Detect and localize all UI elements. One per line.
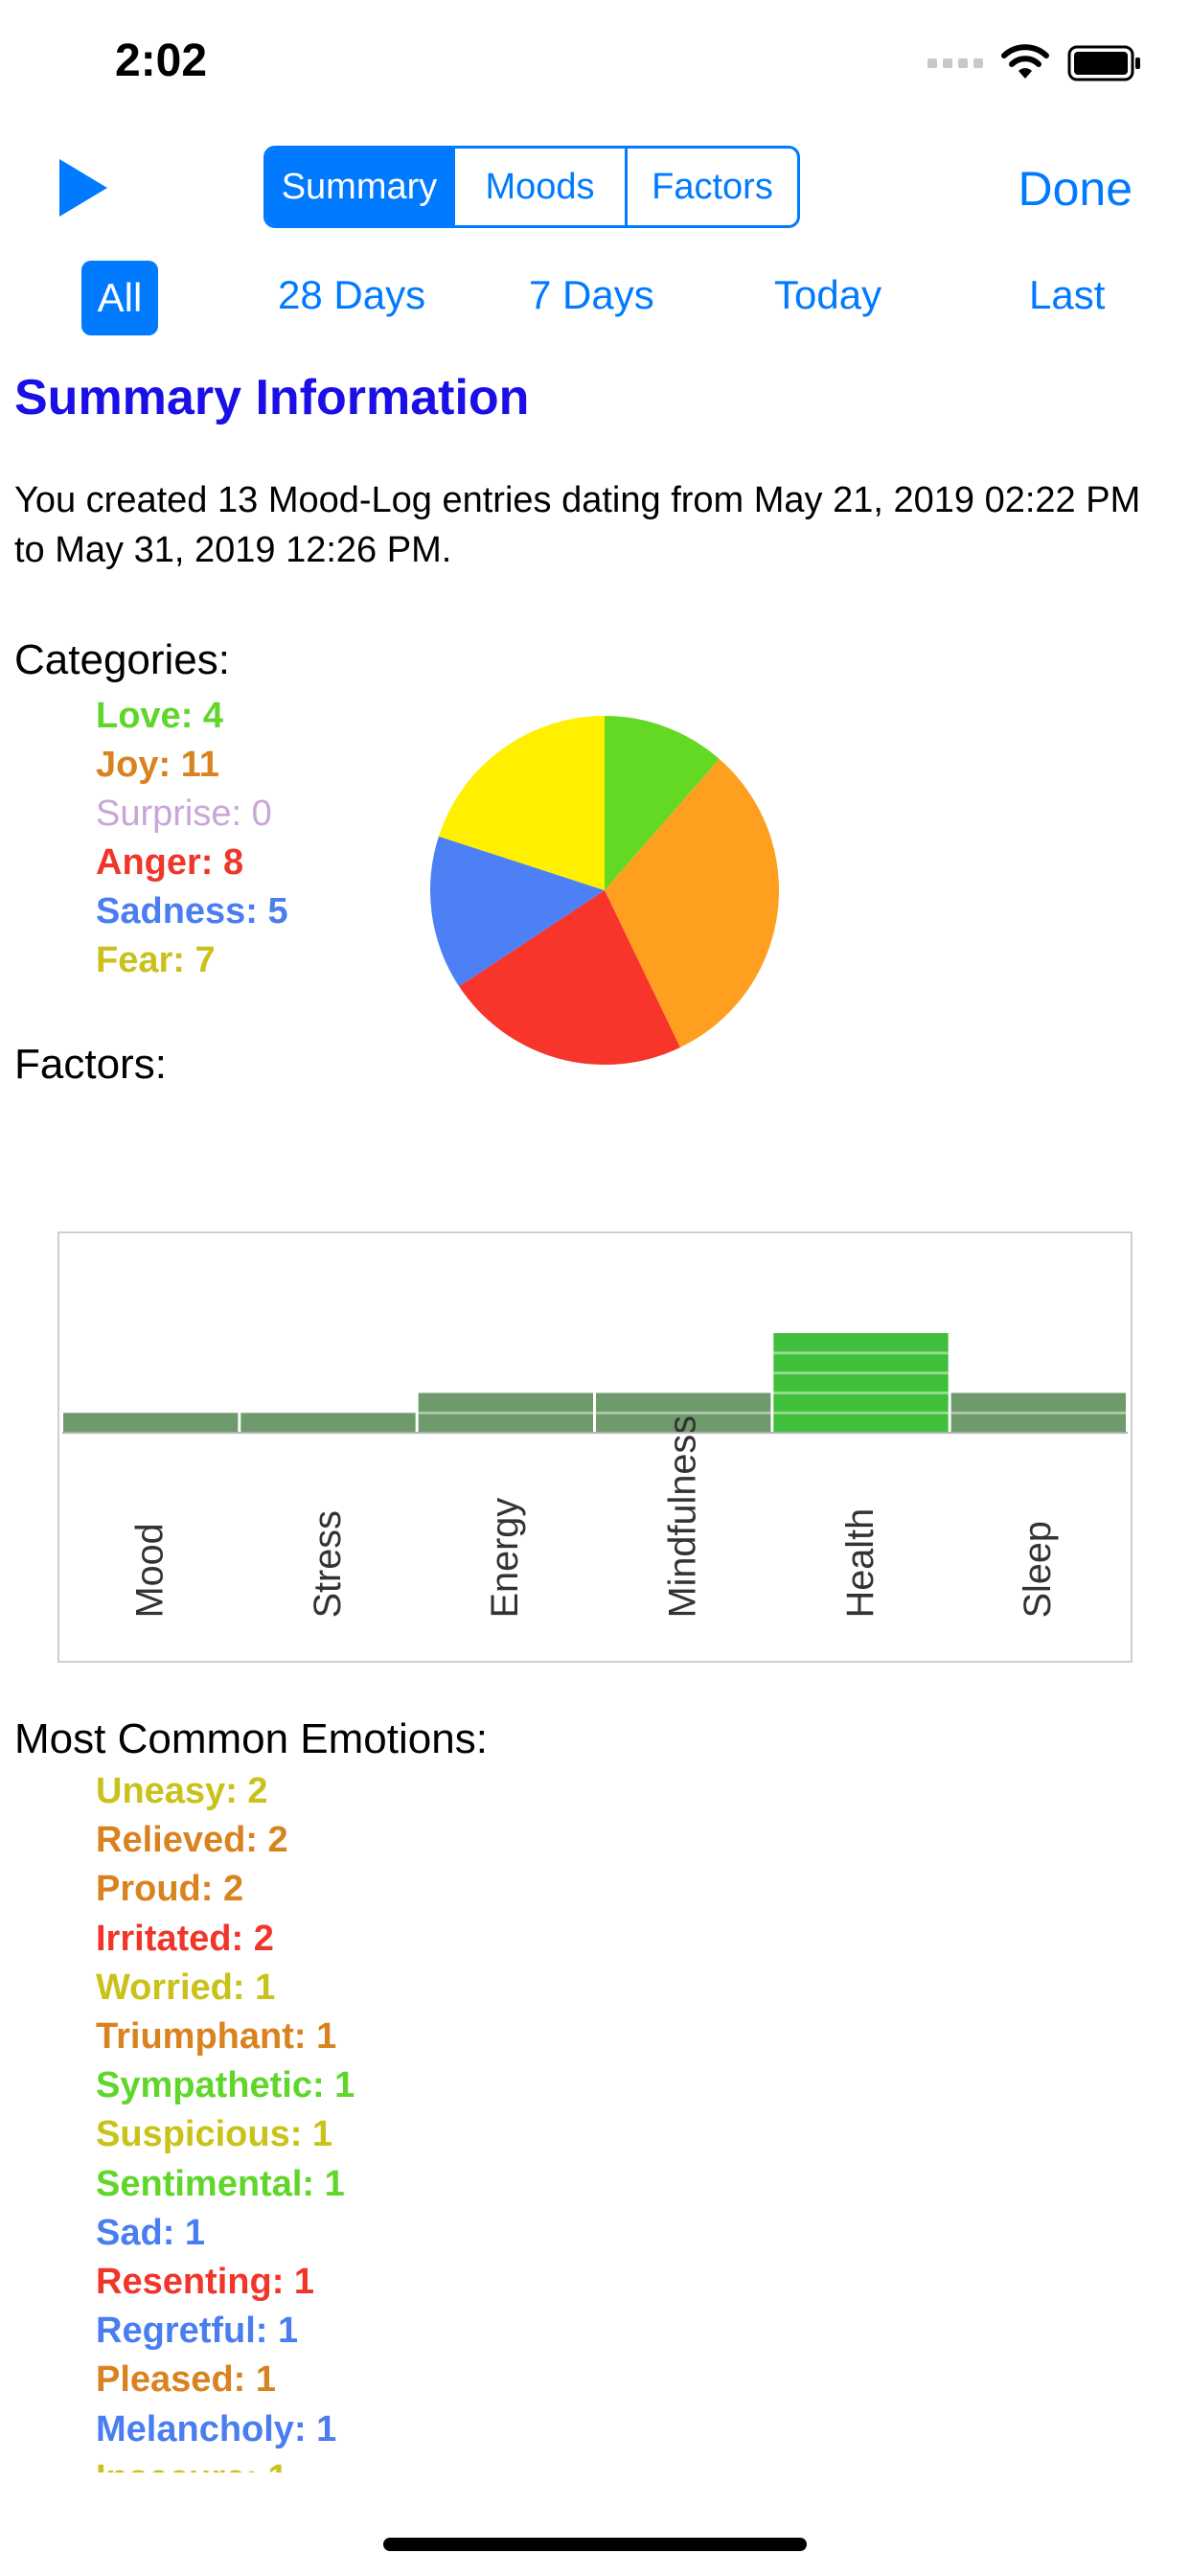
categories-pie-chart xyxy=(430,716,779,1065)
factor-axis-label: Energy xyxy=(484,1498,526,1619)
category-item: Anger: 8 xyxy=(96,842,244,883)
emotion-item: Resenting: 1 xyxy=(96,2262,315,2303)
emotions-label: Most Common Emotions: xyxy=(14,1715,488,1762)
emotion-item: Melancholy: 1 xyxy=(96,2408,337,2450)
factor-axis-label: Sleep xyxy=(1017,1521,1059,1618)
play-icon[interactable] xyxy=(59,159,107,217)
summary-heading: Summary Information xyxy=(14,370,530,426)
factor-bar-mindfulness xyxy=(595,1392,771,1434)
category-item: Sadness: 5 xyxy=(96,891,288,932)
range-7-days-button[interactable]: 7 Days xyxy=(529,272,654,317)
emotion-item: Irritated: 2 xyxy=(96,1918,274,1959)
categories-label: Categories: xyxy=(14,636,231,683)
emotions-list: Uneasy: 2 Relieved: 2 Proud: 2 Irritated: 2… xyxy=(96,1767,355,2472)
tab-factors[interactable]: Factors xyxy=(625,149,797,225)
done-button[interactable]: Done xyxy=(1018,162,1133,216)
factor-axis-label: Stress xyxy=(307,1510,349,1618)
factor-axis-label: Mindfulness xyxy=(662,1415,704,1618)
factor-bar-health xyxy=(773,1333,949,1434)
emotion-item: Pleased: 1 xyxy=(96,2359,276,2401)
summary-text: You created 13 Mood-Log entries dating f… xyxy=(14,480,1141,570)
wifi-icon xyxy=(1001,44,1049,79)
pie-slice-fear xyxy=(438,716,605,890)
factor-bar-energy xyxy=(418,1392,594,1434)
range-28-days-button[interactable]: 28 Days xyxy=(278,272,426,317)
emotion-item: Sad: 1 xyxy=(96,2212,206,2253)
factors-label: Factors: xyxy=(14,1041,167,1088)
status-icons xyxy=(927,44,1142,82)
emotion-item: Worried: 1 xyxy=(96,1966,276,2008)
emotion-item: Insecure: 1 xyxy=(96,2454,355,2472)
battery-icon xyxy=(1067,45,1140,81)
pie-slice-joy xyxy=(605,758,779,1047)
factor-bar-stress xyxy=(240,1413,416,1434)
status-time: 2:02 xyxy=(115,35,208,86)
pie-slice-love xyxy=(605,716,720,890)
factor-bar-mood xyxy=(62,1413,239,1434)
pie-slice-sadness xyxy=(430,836,605,987)
emotion-item: Suspicious: 1 xyxy=(96,2114,333,2155)
emotion-item: Sympathetic: 1 xyxy=(96,2065,355,2106)
factor-axis-label: Mood xyxy=(129,1523,172,1618)
pie-slice-anger xyxy=(459,890,680,1065)
home-indicator[interactable] xyxy=(383,2538,807,2551)
view-segmented-control[interactable]: Summary Moods Factors xyxy=(263,146,800,228)
categories-list: Love: 4 Joy: 11 Surprise: 0 Anger: 8 Sad… xyxy=(96,692,288,985)
category-item: Fear: 7 xyxy=(96,940,216,980)
tab-summary[interactable]: Summary xyxy=(266,149,452,225)
range-today-button[interactable]: Today xyxy=(774,272,882,317)
emotion-item: Uneasy: 2 xyxy=(96,1771,268,1811)
factor-bar-sleep xyxy=(950,1392,1127,1434)
emotion-item: Regretful: 1 xyxy=(96,2311,299,2352)
factors-bar-chart: Mood Stress Energy Mindfulness Health Sleep xyxy=(57,1231,1133,1663)
emotion-item: Sentimental: 1 xyxy=(96,2163,345,2204)
emotion-item: Triumphant: 1 xyxy=(96,2016,337,2058)
cellular-signal-icon xyxy=(927,58,983,68)
emotion-item: Proud: 2 xyxy=(96,1869,244,1910)
tab-moods[interactable]: Moods xyxy=(452,149,625,225)
category-item: Joy: 11 xyxy=(96,745,219,785)
range-all-button[interactable]: All xyxy=(81,261,158,335)
range-last-button[interactable]: Last xyxy=(1029,272,1106,317)
category-item: Love: 4 xyxy=(96,696,224,736)
emotion-item: Relieved: 2 xyxy=(96,1820,288,1861)
factor-axis-label: Health xyxy=(839,1508,881,1619)
category-item: Surprise: 0 xyxy=(96,794,272,834)
